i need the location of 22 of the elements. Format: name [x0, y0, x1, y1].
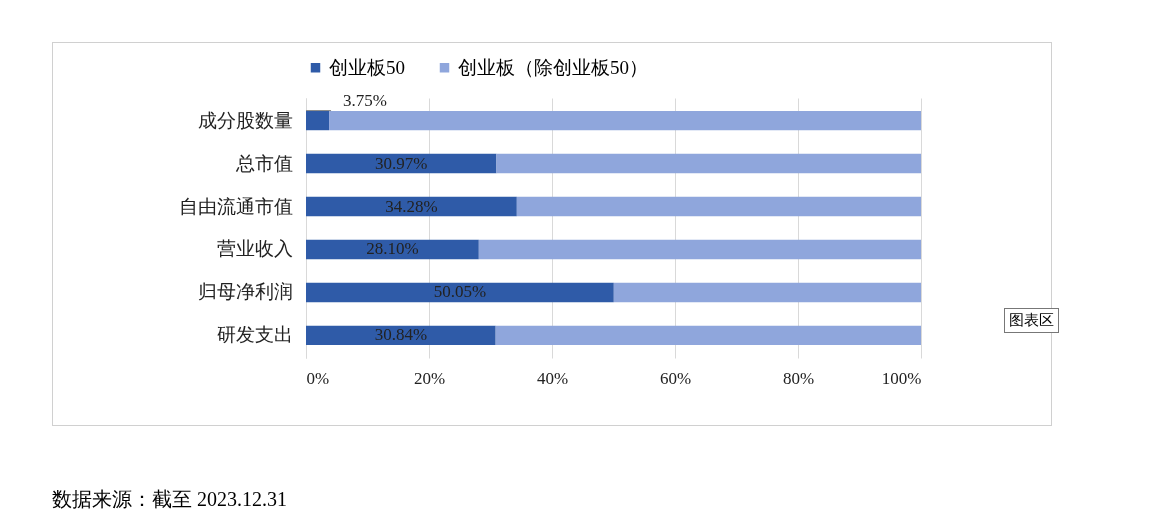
data-label: 50.05%: [433, 282, 487, 302]
data-label: 30.84%: [374, 325, 428, 345]
y-tick-label: 营业收入: [216, 238, 293, 260]
y-tick-label: 自由流通市值: [178, 195, 293, 217]
y-tick-label: 总市值: [234, 152, 293, 174]
legend-label: 创业板50: [329, 56, 405, 78]
y-tick-label: 研发支出: [216, 324, 293, 346]
data-label: 30.97%: [375, 153, 428, 173]
y-tick-label: 成分股数量: [197, 109, 293, 131]
y-tick-label: 归母净利润: [197, 281, 293, 303]
text: 图表区: [1004, 308, 1059, 333]
data-label: 34.28%: [385, 196, 438, 216]
x-tick-label: 20%: [413, 368, 446, 388]
x-tick-label: 100%: [881, 368, 922, 388]
data-label: 3.75%: [343, 90, 387, 110]
x-tick-label: 40%: [536, 368, 569, 388]
x-tick-label: 60%: [659, 368, 692, 388]
data-label: 28.10%: [366, 239, 419, 259]
legend-label: 创业板（除创业板50）: [458, 56, 648, 78]
x-tick-label: 80%: [782, 368, 815, 388]
source-note: 数据来源：截至 2023.12.31: [52, 487, 287, 512]
x-tick-label: 0%: [306, 368, 330, 388]
